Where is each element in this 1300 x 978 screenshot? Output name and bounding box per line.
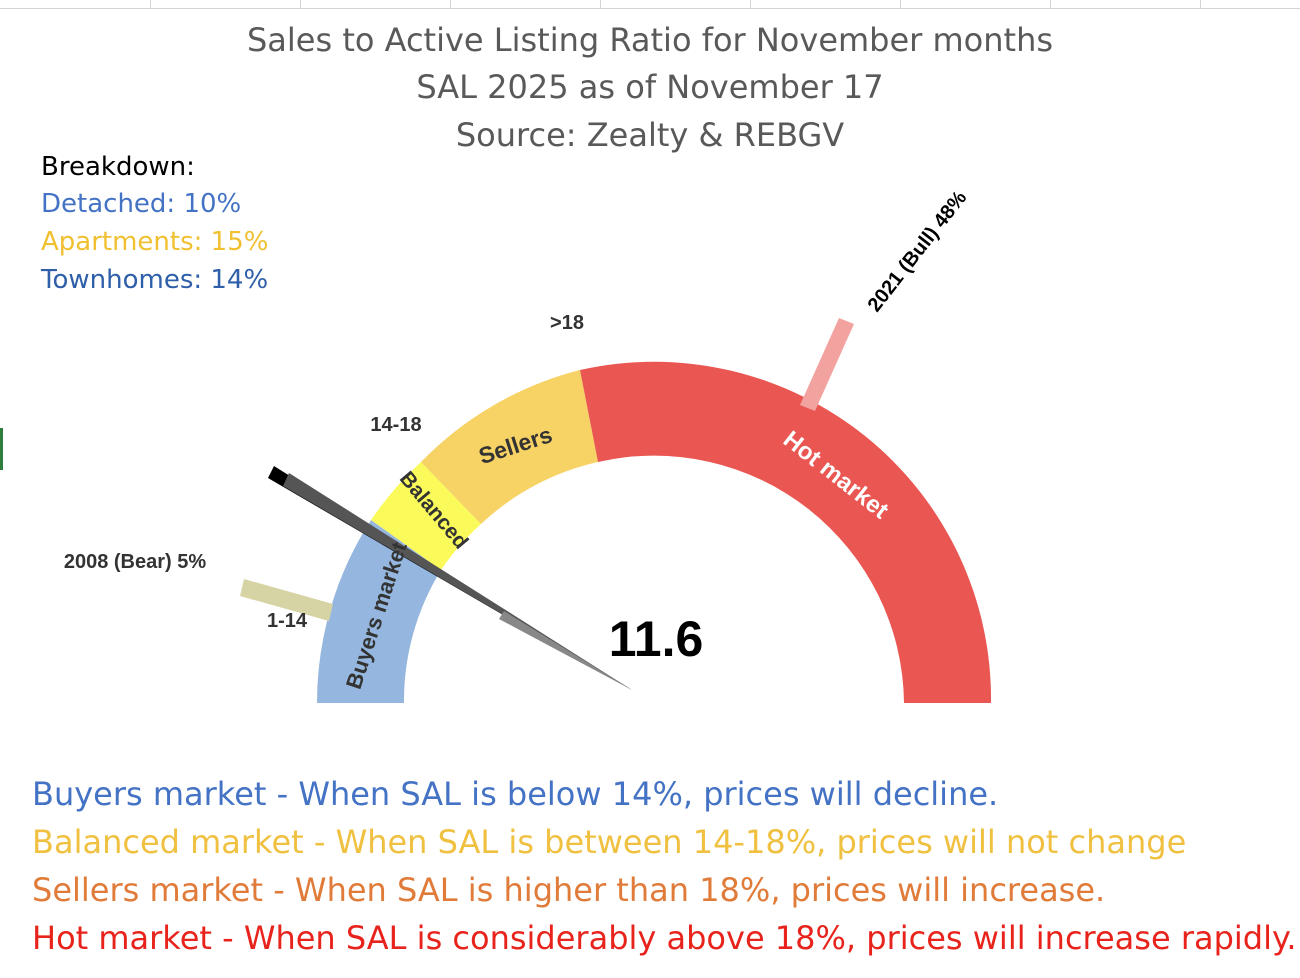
zone-balanced [371,462,481,570]
chart-title-line-2: SAL 2025 as of November 17 [416,68,884,106]
marker-label-2021-bull: 2021 (Bull) 48% [864,187,972,316]
chart-title-line-3: Source: Zealty & REBGV [455,116,845,154]
marker-2008-bear [240,579,333,621]
zone-buyers-market [317,520,441,703]
breakdown-apartments: Apartments: 15% [41,227,269,257]
explanation-balanced-market: Balanced market - When SAL is between 14… [32,823,1187,861]
threshold-label-above-18: >18 [550,312,584,334]
gauge-value: 11.6 [609,611,704,667]
explanation-buyers-market: Buyers market - When SAL is below 14%, p… [32,775,999,813]
needle-mid [283,473,632,690]
breakdown-heading: Breakdown: [41,152,195,182]
zone-sellers [421,370,598,524]
spreadsheet-gridlines [0,0,1300,9]
needle-tip [499,611,632,690]
cell-selection-marker [0,428,3,470]
zone-hot-market [580,361,992,703]
threshold-label-14-18: 14-18 [370,414,421,436]
breakdown-townhomes: Townhomes: 14% [41,265,269,295]
chart-title-line-1: Sales to Active Listing Ratio for Novemb… [246,21,1054,59]
marker-2021-bull [800,318,854,411]
threshold-label-1-14: 1-14 [267,610,308,632]
explanation-sellers-market: Sellers market - When SAL is higher than… [32,871,1106,909]
breakdown-detached: Detached: 10% [41,189,242,219]
explanation-hot-market: Hot market - When SAL is considerably ab… [32,919,1297,957]
marker-label-2008-bear: 2008 (Bear) 5% [64,551,207,573]
